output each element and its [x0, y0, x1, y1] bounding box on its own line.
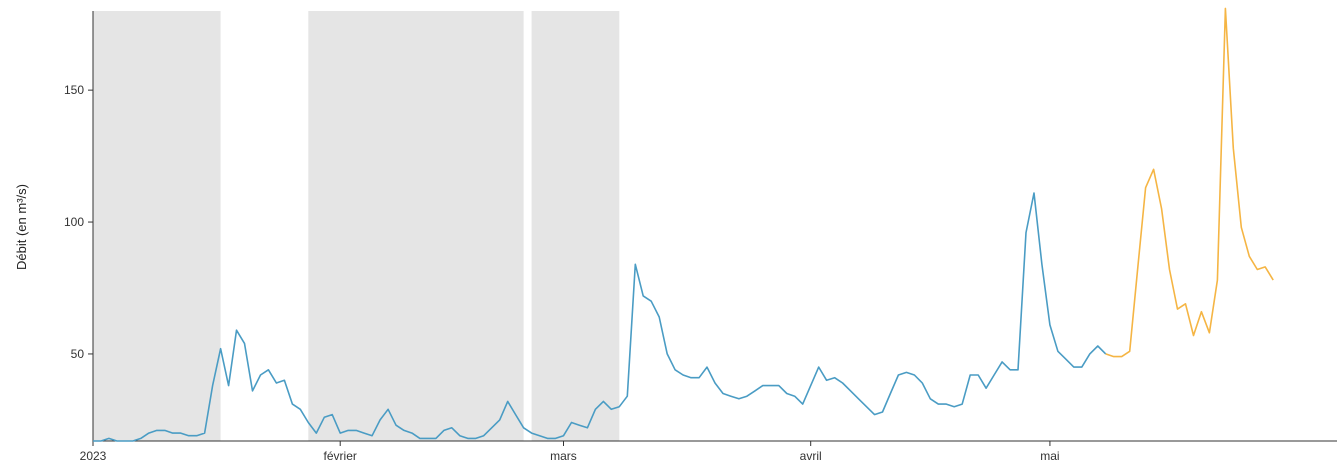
- shaded-period-0: [93, 11, 221, 441]
- y-axis-title: Débit (en m³/s): [14, 184, 29, 270]
- x-tick-label-0: 2023: [80, 449, 107, 463]
- series-line-1: [1105, 7, 1274, 358]
- y-ticks: 50 100 150: [64, 83, 93, 361]
- series-lines: [93, 7, 1274, 442]
- shaded-periods: [93, 11, 620, 441]
- axes: Débit (en m³/s): [14, 11, 1337, 442]
- shaded-period-1: [308, 11, 524, 441]
- y-tick-label-2: 150: [64, 83, 84, 97]
- shaded-period-2: [531, 11, 620, 441]
- x-tick-label-3: avril: [800, 449, 822, 463]
- x-tick-label-1: février: [324, 449, 357, 463]
- x-ticks: 2023 février mars avril mai: [80, 441, 1060, 463]
- y-tick-label-1: 100: [64, 215, 84, 229]
- x-tick-label-2: mars: [550, 449, 577, 463]
- y-tick-label-0: 50: [71, 347, 85, 361]
- x-tick-label-4: mai: [1040, 449, 1059, 463]
- series-line-0: [93, 192, 1107, 442]
